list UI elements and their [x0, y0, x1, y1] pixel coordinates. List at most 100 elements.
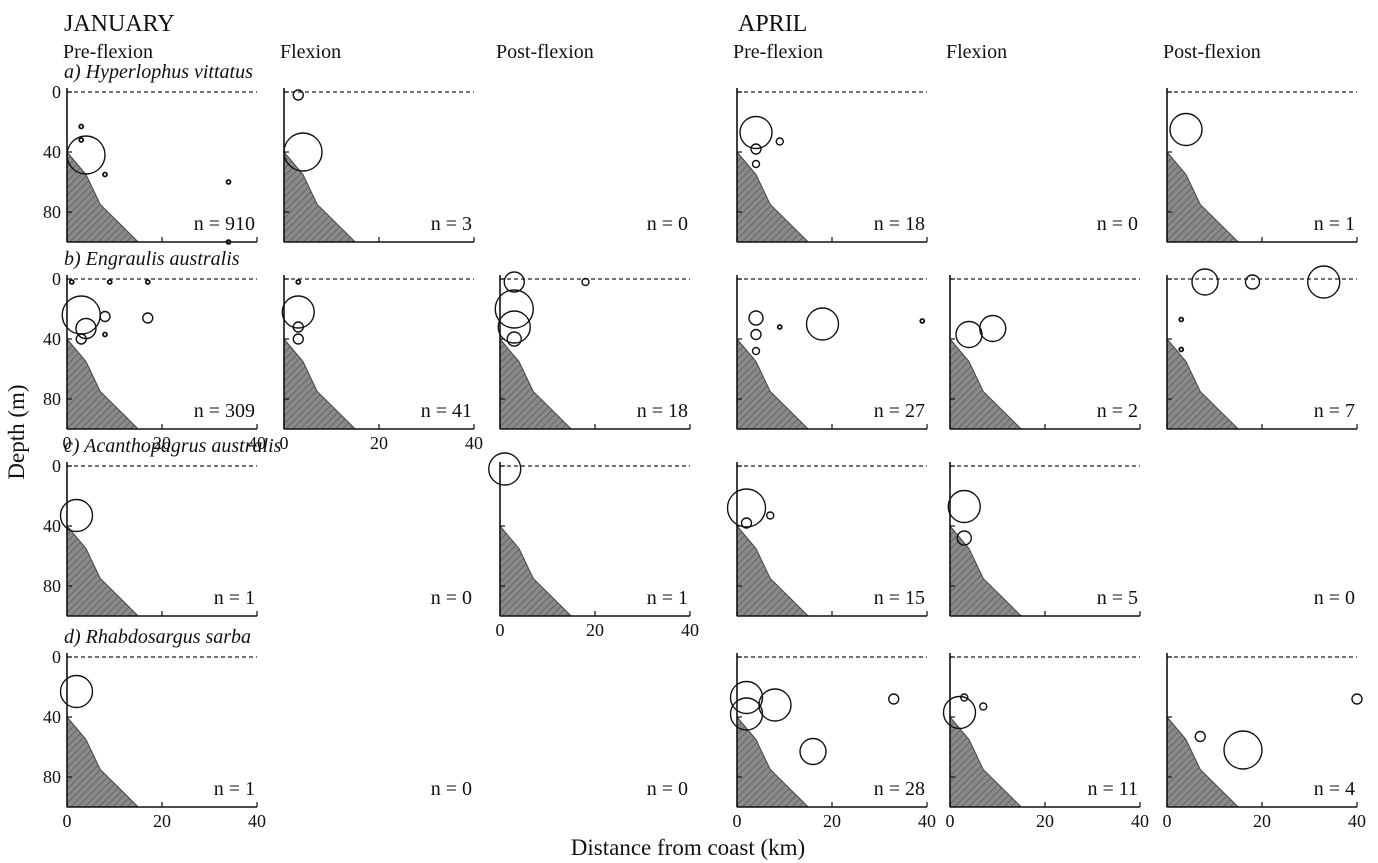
data-bubble [507, 332, 521, 346]
data-bubble [67, 136, 105, 174]
x-tick-label: 20 [370, 433, 388, 453]
data-bubble [749, 311, 763, 325]
data-bubble [980, 703, 987, 710]
y-tick-label: 40 [43, 516, 61, 536]
data-bubble [100, 312, 110, 322]
seabed-profile [950, 339, 1021, 429]
x-tick-label: 40 [681, 620, 699, 640]
panel-january-post-flexion-1: n = 0 [647, 213, 688, 235]
panel-january-post-flexion-3: n = 1 [489, 453, 690, 616]
panel-april-pre-flexion-2: n = 27 [737, 275, 927, 429]
stage-header-april-post-flexion: Post-flexion [1163, 41, 1261, 63]
data-bubble [103, 333, 107, 337]
sample-size-label: n = 0 [647, 778, 688, 800]
stage-header-january-pre-flexion: Pre-flexion [63, 41, 153, 63]
sample-size-label: n = 0 [431, 778, 472, 800]
seabed-profile [67, 339, 138, 429]
seabed-profile [950, 526, 1021, 616]
stage-header-january-post-flexion: Post-flexion [496, 41, 594, 63]
data-bubble [489, 453, 521, 485]
seabed-profile [737, 526, 808, 616]
data-bubble [776, 138, 783, 145]
x-tick-label: 20 [1253, 811, 1271, 831]
x-tick-label: 0 [63, 433, 72, 453]
data-bubble [296, 280, 300, 284]
data-bubble [284, 133, 322, 171]
species-label: d) Rhabdosargus sarba [64, 626, 251, 648]
seabed-profile [500, 526, 571, 616]
y-tick-label: 40 [43, 142, 61, 162]
data-bubble [282, 296, 314, 328]
sample-size-label: n = 1 [214, 778, 255, 800]
species-label: a) Hyperlophus vittatus [64, 61, 253, 83]
data-bubble [759, 689, 791, 721]
x-tick-label: 0 [733, 811, 742, 831]
panel-january-post-flexion-2: n = 18 [495, 272, 690, 429]
panel-april-flexion-4: n = 11 [944, 653, 1141, 807]
sample-size-label: n = 7 [1314, 400, 1355, 422]
data-bubble [753, 348, 760, 355]
data-bubble [1179, 318, 1183, 322]
x-tick-label: 40 [1348, 811, 1366, 831]
panel-january-flexion-4: n = 0 [431, 778, 472, 800]
x-tick-label: 20 [153, 433, 171, 453]
stage-header-april-flexion: Flexion [946, 41, 1007, 63]
y-tick-label: 80 [43, 202, 61, 222]
sample-size-label: n = 4 [1314, 778, 1355, 800]
x-tick-label: 40 [1131, 811, 1149, 831]
x-tick-label: 0 [280, 433, 289, 453]
sample-size-label: n = 27 [874, 400, 925, 422]
y-tick-label: 40 [43, 707, 61, 727]
data-bubble [800, 739, 826, 765]
sample-size-label: n = 18 [874, 213, 925, 235]
data-bubble [227, 180, 231, 184]
data-bubble [146, 280, 150, 284]
seabed-profile [737, 339, 808, 429]
sample-size-label: n = 0 [1314, 587, 1355, 609]
sample-size-label: n = 1 [1314, 213, 1355, 235]
data-bubble [948, 491, 980, 523]
y-tick-label: 80 [43, 576, 61, 596]
panel-january-pre-flexion-1: n = 910 0 40 80 [43, 82, 257, 244]
panel-april-post-flexion-4: n = 4 [1167, 653, 1362, 807]
panel-january-flexion-3: n = 0 [431, 587, 472, 609]
data-bubble [103, 173, 107, 177]
panel-january-pre-flexion-2: n = 30904080 [43, 269, 257, 429]
data-bubble [920, 319, 924, 323]
data-bubble [1195, 732, 1205, 742]
panel-january-pre-flexion-4: n = 104080 [43, 647, 257, 807]
panel-april-post-flexion-1: n = 1 [1167, 88, 1357, 242]
panel-april-flexion-2: n = 2 [950, 275, 1140, 429]
data-bubble [889, 694, 899, 704]
data-bubble [1179, 348, 1183, 352]
y-tick-label: 80 [43, 767, 61, 787]
data-bubble [293, 334, 303, 344]
sample-size-label: n = 3 [431, 213, 472, 235]
sample-size-label: n = 0 [431, 587, 472, 609]
seabed-profile [67, 526, 138, 616]
data-bubble [1246, 275, 1260, 289]
data-bubble [778, 325, 782, 329]
sample-size-label: n = 1 [647, 587, 688, 609]
data-bubble [956, 322, 982, 348]
data-bubble [61, 500, 93, 532]
data-bubble [1224, 731, 1262, 769]
x-tick-label: 40 [465, 433, 483, 453]
x-tick-label: 20 [823, 811, 841, 831]
panel-april-pre-flexion-1: n = 18 [737, 88, 927, 242]
panel-april-pre-flexion-4: n = 28 [731, 653, 928, 807]
species-label: b) Engraulis australis [64, 248, 240, 270]
seabed-profile [950, 717, 1021, 807]
seabed-profile [1167, 152, 1238, 242]
data-bubble [767, 512, 774, 519]
seabed-profile [737, 152, 808, 242]
data-bubble [751, 330, 761, 340]
data-bubble [498, 311, 530, 343]
data-bubble [807, 308, 839, 340]
sample-size-label: n = 11 [1087, 778, 1138, 800]
panel-january-pre-flexion-3: n = 1 0 40 80 [43, 456, 257, 616]
data-bubble [1170, 114, 1202, 146]
sample-size-label: n = 910 [194, 213, 255, 235]
sample-size-label: n = 15 [874, 587, 925, 609]
sample-size-label: n = 41 [421, 400, 472, 422]
